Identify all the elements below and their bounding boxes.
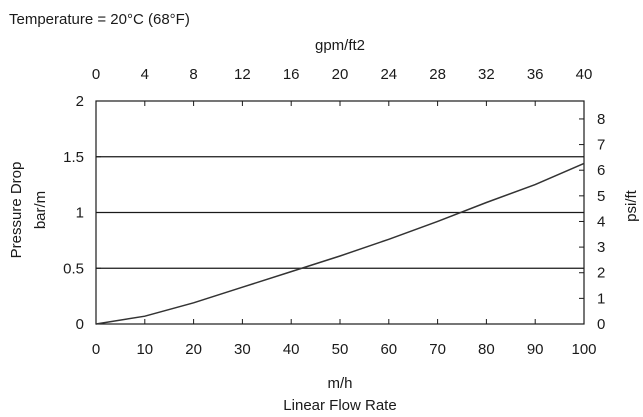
- y2-axis-label: psi/ft: [623, 189, 640, 222]
- y2-tick-label: 0: [597, 316, 605, 333]
- x-axis-label: Linear Flow Rate: [283, 397, 396, 414]
- y-tick-label: 1: [76, 205, 84, 222]
- x2-tick-label: 0: [92, 66, 100, 83]
- x2-tick-label: 40: [576, 66, 593, 83]
- x-tick-label: 60: [380, 341, 397, 358]
- y-tick-label: 0.5: [63, 260, 84, 277]
- x2-tick-label: 32: [478, 66, 495, 83]
- x-tick-label: 10: [136, 341, 153, 358]
- x-tick-label: 40: [283, 341, 300, 358]
- x-axis-unit-label: m/h: [327, 375, 352, 392]
- y-tick-label: 0: [76, 316, 84, 333]
- x2-tick-label: 20: [332, 66, 349, 83]
- x-tick-label: 80: [478, 341, 495, 358]
- y2-tick-label: 1: [597, 290, 605, 307]
- y2-tick-label: 7: [597, 137, 605, 154]
- x2-tick-label: 16: [283, 66, 300, 83]
- y2-tick-label: 3: [597, 239, 605, 256]
- x2-axis-label: gpm/ft2: [315, 37, 365, 54]
- x-tick-label: 100: [571, 341, 596, 358]
- x2-tick-label: 12: [234, 66, 251, 83]
- x-tick-label: 90: [527, 341, 544, 358]
- y-axis-unit-label: bar/m: [32, 191, 49, 229]
- x-tick-label: 0: [92, 341, 100, 358]
- x-tick-label: 70: [429, 341, 446, 358]
- y-tick-label: 1.5: [63, 149, 84, 166]
- y2-tick-label: 2: [597, 265, 605, 282]
- tick-marks: [95, 100, 585, 325]
- y2-tick-label: 5: [597, 188, 605, 205]
- x-tick-label: 50: [332, 341, 349, 358]
- x2-tick-label: 4: [141, 66, 149, 83]
- x-tick-label: 30: [234, 341, 251, 358]
- x2-tick-label: 28: [429, 66, 446, 83]
- y-axis-label: Pressure Drop: [8, 162, 25, 259]
- x2-tick-label: 8: [189, 66, 197, 83]
- x-tick-label: 20: [185, 341, 202, 358]
- temperature-annotation: Temperature = 20°C (68°F): [9, 11, 190, 28]
- gridlines: [96, 156, 584, 269]
- x2-tick-label: 24: [380, 66, 397, 83]
- y2-tick-label: 6: [597, 162, 605, 179]
- series-line: [95, 162, 585, 325]
- x2-tick-label: 36: [527, 66, 544, 83]
- y2-tick-label: 8: [597, 111, 605, 128]
- y-tick-label: 2: [76, 93, 84, 110]
- y2-tick-label: 4: [597, 213, 605, 230]
